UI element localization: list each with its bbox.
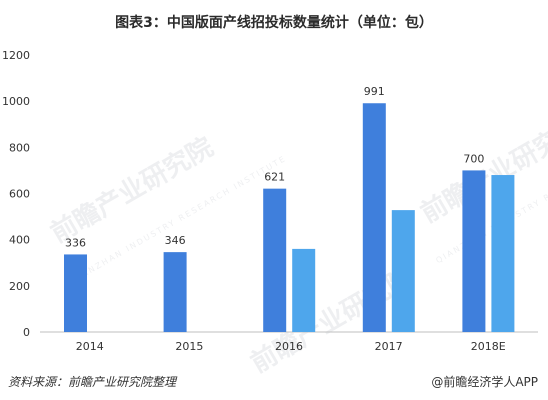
- x-tick-label: 2018E: [471, 340, 506, 353]
- y-tick-label: 400: [9, 234, 30, 247]
- bar: [263, 188, 287, 332]
- y-tick-label: 600: [9, 188, 30, 201]
- bar: [491, 175, 515, 332]
- data-label: 700: [463, 152, 484, 165]
- bar: [391, 210, 415, 332]
- bar: [64, 254, 87, 332]
- y-tick-label: 200: [9, 280, 30, 293]
- data-label: 991: [364, 85, 385, 98]
- data-label: 346: [165, 234, 186, 247]
- x-tick-label: 2017: [375, 340, 403, 353]
- source-note: 资料来源：前瞻产业研究院整理: [8, 375, 177, 389]
- bar: [292, 248, 316, 332]
- y-tick-label: 0: [23, 326, 30, 339]
- y-tick-label: 1200: [2, 49, 30, 62]
- bar: [462, 170, 486, 332]
- bar: [362, 103, 386, 332]
- y-tick-label: 1000: [2, 95, 30, 108]
- x-tick-label: 2016: [275, 340, 303, 353]
- bar: [163, 252, 187, 332]
- y-tick-label: 800: [9, 141, 30, 154]
- chart-title: 图表3：中国版面产线招投标数量统计（单位：包）: [115, 15, 433, 31]
- data-label: 336: [65, 236, 86, 249]
- x-tick-label: 2015: [175, 340, 203, 353]
- data-label: 621: [264, 171, 285, 184]
- x-tick-label: 2014: [76, 340, 104, 353]
- brand-note: @前瞻经济学人APP: [431, 375, 538, 389]
